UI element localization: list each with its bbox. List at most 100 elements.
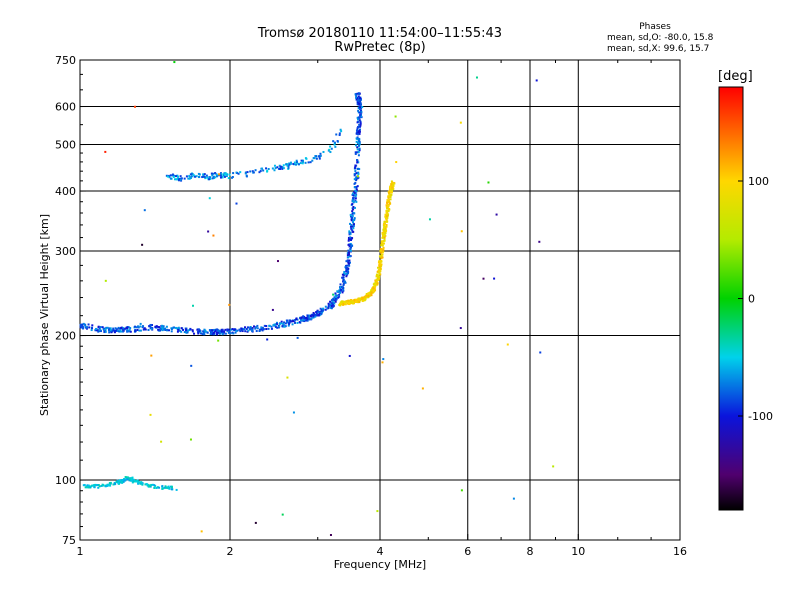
- upper-echo-point: [219, 172, 222, 175]
- o-mode-point: [333, 296, 336, 299]
- o-mode-point: [135, 326, 138, 329]
- upper-echo-point: [221, 176, 224, 179]
- o-mode-point: [307, 316, 310, 319]
- x-mode-point: [382, 224, 385, 227]
- o-mode-point: [231, 328, 234, 331]
- o-mode-point: [358, 128, 361, 131]
- upper-echo-point: [279, 165, 282, 168]
- o-mode-point: [356, 98, 359, 101]
- x-mode-point: [385, 220, 388, 223]
- upper-echo-point: [333, 142, 336, 145]
- upper-echo-point: [189, 176, 192, 179]
- o-mode-point: [234, 329, 237, 332]
- upper-echo-point: [177, 175, 180, 178]
- e-region-point: [90, 485, 93, 488]
- upper-echo-point: [329, 145, 332, 148]
- o-mode-point: [103, 328, 106, 331]
- o-mode-point: [221, 328, 224, 331]
- o-mode-point: [186, 331, 189, 334]
- noise-point: [506, 343, 509, 346]
- upper-echo-point: [309, 161, 312, 164]
- o-mode-point: [203, 333, 206, 336]
- x-mode-point: [388, 189, 391, 192]
- o-mode-point: [358, 107, 361, 110]
- o-mode-point: [217, 329, 220, 332]
- x-mode-point: [374, 281, 377, 284]
- x-mode-point: [379, 270, 382, 273]
- upper-echo-point: [175, 175, 178, 178]
- upper-echo-point: [286, 164, 289, 167]
- upper-echo-point: [296, 162, 299, 165]
- upper-echo-point: [214, 172, 217, 175]
- o-mode-point: [310, 315, 313, 318]
- x-mode-point: [358, 301, 361, 304]
- o-mode-point: [288, 321, 291, 324]
- o-mode-point: [341, 285, 344, 288]
- o-mode-point: [349, 237, 352, 240]
- o-mode-point: [312, 311, 315, 314]
- o-mode-point: [340, 288, 343, 291]
- x-mode-point: [380, 241, 383, 244]
- upper-echo-point: [228, 173, 231, 176]
- o-mode-point: [96, 329, 99, 332]
- o-mode-point: [84, 325, 87, 328]
- o-mode-point: [350, 218, 353, 221]
- e-region-point: [156, 486, 159, 489]
- upper-echo-point: [174, 178, 177, 181]
- e-region-point: [161, 487, 164, 490]
- o-mode-point: [357, 167, 360, 170]
- x-mode-point: [346, 301, 349, 304]
- o-mode-point: [282, 322, 285, 325]
- o-mode-point: [241, 329, 244, 332]
- e-region-point: [116, 479, 119, 482]
- o-mode-point: [359, 113, 362, 116]
- e-region-point: [136, 479, 139, 482]
- o-mode-point: [357, 145, 360, 148]
- upper-echo-point: [203, 173, 206, 176]
- upper-echo-point: [259, 170, 262, 173]
- x-mode-point: [362, 297, 365, 300]
- e-region-point: [150, 483, 153, 486]
- o-mode-point: [353, 182, 356, 185]
- o-mode-point: [191, 330, 194, 333]
- o-mode-point: [336, 290, 339, 293]
- e-region-point: [146, 483, 149, 486]
- x-mode-point: [358, 298, 361, 301]
- noise-point: [200, 530, 203, 533]
- upper-echo-point: [210, 172, 213, 175]
- o-mode-point: [283, 325, 286, 328]
- o-mode-point: [357, 133, 360, 136]
- upper-echo-point: [187, 177, 190, 180]
- x-tick-label: 6: [464, 545, 471, 558]
- o-mode-point: [319, 307, 322, 310]
- o-mode-point: [99, 329, 102, 332]
- y-tick-label: 400: [55, 185, 76, 198]
- o-mode-point: [151, 324, 154, 327]
- o-mode-point: [358, 141, 361, 144]
- e-region-point: [98, 485, 101, 488]
- o-mode-point: [358, 123, 361, 126]
- x-mode-point: [387, 196, 390, 199]
- e-region-point: [161, 485, 164, 488]
- noise-point: [150, 354, 153, 357]
- o-mode-point: [355, 200, 358, 203]
- x-mode-point: [378, 272, 381, 275]
- upper-echo-point: [216, 174, 219, 177]
- o-mode-point: [170, 328, 173, 331]
- x-mode-point: [385, 215, 388, 218]
- x-mode-point: [382, 246, 385, 249]
- x-mode-point: [391, 188, 394, 191]
- x-mode-point: [384, 217, 387, 220]
- o-mode-point: [177, 326, 180, 329]
- o-mode-point: [342, 279, 345, 282]
- x-mode-point: [378, 275, 381, 278]
- o-mode-point: [193, 332, 196, 335]
- o-mode-point: [227, 328, 230, 331]
- o-mode-point: [343, 272, 346, 275]
- o-mode-point: [345, 275, 348, 278]
- upper-echo-point: [258, 171, 261, 174]
- y-tick-label: 500: [55, 139, 76, 152]
- o-mode-point: [137, 325, 140, 328]
- o-mode-point: [355, 94, 358, 97]
